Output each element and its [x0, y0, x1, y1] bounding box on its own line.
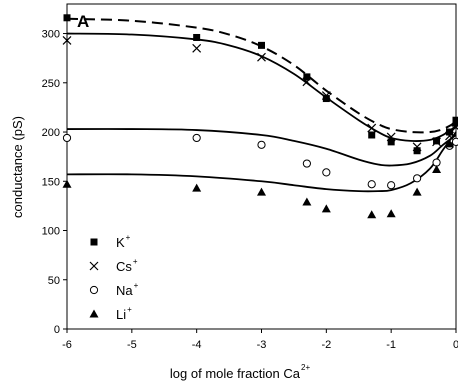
data-point-li	[412, 187, 422, 196]
y-tick-label: 200	[42, 127, 60, 139]
data-point-k	[303, 73, 311, 81]
legend-marker-cs	[89, 261, 99, 271]
data-point-cs	[445, 131, 454, 141]
data-point-na	[192, 133, 201, 143]
data-point-k	[258, 41, 265, 49]
data-point-li	[367, 210, 377, 219]
data-point-k	[433, 137, 441, 145]
data-point-cs	[432, 137, 441, 147]
data-point-k	[413, 147, 421, 155]
data-point-k	[368, 131, 376, 139]
data-point-li	[302, 197, 312, 206]
data-point-k	[193, 33, 201, 41]
data-point-li	[257, 187, 266, 196]
legend-marker-k	[90, 238, 98, 246]
data-point-na	[302, 159, 311, 168]
legend-label-li: Li	[116, 307, 126, 322]
data-point-na	[62, 133, 72, 143]
data-point-li	[432, 164, 442, 173]
x-axis-label-text: log of mole fraction Ca	[170, 366, 301, 381]
x-tick-label: -1	[386, 339, 396, 351]
legend-label-superscript: +	[127, 305, 132, 314]
y-tick-label: 50	[48, 275, 60, 287]
data-point-li	[192, 183, 202, 192]
x-axis-label: log of mole fraction Ca	[170, 366, 301, 381]
data-point-cs	[386, 132, 396, 142]
x-tick-label: -6	[62, 339, 72, 351]
data-point-cs	[62, 36, 72, 45]
data-point-k	[63, 14, 71, 22]
data-point-cs	[321, 91, 331, 101]
legend-label-na: Na	[116, 283, 133, 298]
legend-marker-na	[89, 285, 99, 295]
series-li	[62, 118, 458, 219]
data-point-k	[446, 128, 454, 136]
panel-label: A	[77, 12, 89, 31]
legend-label-k: K	[116, 235, 125, 250]
y-tick-label: 100	[42, 226, 60, 238]
y-axis-label: conductance (pS)	[10, 116, 25, 218]
data-point-cs	[192, 43, 202, 53]
y-tick-label: 250	[42, 78, 60, 90]
x-tick-label: -2	[321, 339, 331, 351]
legend-label-superscript: +	[126, 233, 131, 242]
x-axis-label-superscript: 2+	[301, 363, 310, 372]
data-point-k	[387, 138, 395, 146]
fit-curve-3	[66, 128, 457, 167]
legend-label-cs: Cs	[116, 259, 132, 274]
y-tick-label: 300	[42, 29, 60, 41]
data-point-na	[413, 174, 422, 183]
fit-curve-4	[66, 131, 457, 193]
y-tick-label: 150	[42, 176, 60, 188]
y-tick-label: 0	[54, 324, 60, 336]
data-point-cs	[257, 52, 266, 62]
x-tick-label: -5	[127, 339, 137, 351]
data-point-cs	[412, 142, 422, 152]
fit-curve-2	[66, 32, 457, 142]
data-point-cs	[367, 123, 377, 133]
data-point-na	[322, 168, 331, 177]
fit-curve-1	[66, 17, 457, 134]
data-point-na	[387, 181, 396, 190]
x-axis-ticks: -6 -5 -4 -3 -2 -1 0	[62, 329, 458, 351]
series-cs	[62, 36, 458, 152]
data-point-k	[322, 95, 330, 103]
x-tick-label: -3	[257, 339, 267, 351]
legend: K +Cs +Na +Li +	[89, 233, 139, 322]
legend-label-superscript: +	[134, 281, 139, 290]
data-point-li	[386, 209, 396, 218]
series-k	[63, 14, 458, 155]
x-tick-label: 0	[453, 339, 458, 351]
data-point-li	[321, 204, 331, 213]
data-point-li	[445, 139, 455, 148]
data-point-cs	[302, 77, 312, 87]
data-point-na	[257, 140, 266, 149]
data-point-na	[451, 137, 458, 146]
legend-label-superscript: +	[133, 257, 138, 266]
y-axis-ticks: 0 50 100 150 200 250 300	[42, 29, 67, 336]
data-markers	[62, 14, 458, 219]
legend-marker-li	[89, 309, 99, 318]
data-point-li	[62, 179, 72, 188]
data-point-na	[367, 180, 376, 189]
x-tick-label: -4	[192, 339, 202, 351]
data-point-li	[451, 118, 458, 127]
plot-frame	[66, 3, 457, 330]
